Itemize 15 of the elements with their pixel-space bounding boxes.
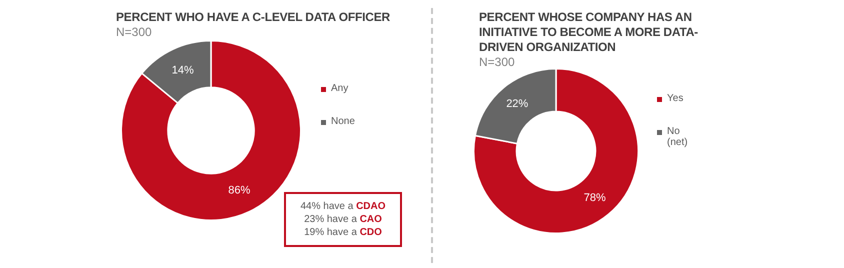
legend-label: Yes [667,93,684,104]
chart-subtitle: N=300 [479,55,515,69]
chart-subtitle: N=300 [116,25,152,39]
legend-label: None [331,116,355,127]
data-label: 78% [584,192,606,204]
data-label: 14% [172,64,194,76]
text: 23% have a CAO [304,214,382,225]
data-label: 86% [228,184,250,197]
chart-title: PERCENT WHOSE COMPANY HAS AN INITIATIVE TO BECOME A MORE DATA-DRIVEN ORGANIZATION [479,10,699,55]
legend-label: No (net) [667,126,689,148]
text: 19% have a CDO [304,227,382,238]
legend-label: Any [331,83,348,94]
text: 44% have a CDAO [300,201,386,212]
data-label: 22% [506,98,528,110]
chart-title: PERCENT WHO HAVE A C-LEVEL DATA OFFICER [116,10,391,25]
